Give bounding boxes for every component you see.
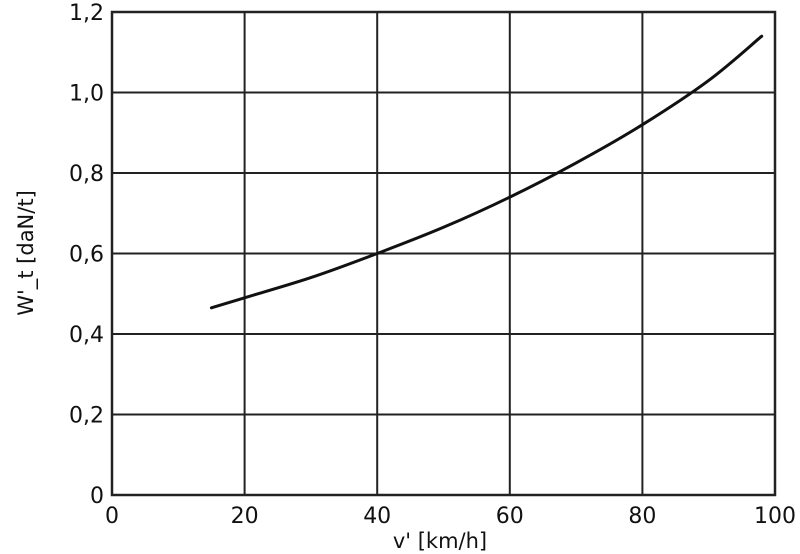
x-tick-label: 0 xyxy=(105,504,119,529)
series-layer xyxy=(209,34,764,310)
y-tick-label: 0,4 xyxy=(69,323,104,348)
x-axis-label: v' [km/h] xyxy=(393,529,487,553)
grid xyxy=(110,10,777,497)
plot-frame xyxy=(110,10,777,497)
series-line xyxy=(209,34,764,310)
y-tick-label: 0 xyxy=(90,484,104,509)
y-tick-label: 0,8 xyxy=(69,162,104,187)
x-tick-label: 60 xyxy=(496,504,524,529)
y-tick-label: 1,2 xyxy=(69,1,104,26)
y-tick-label: 0,6 xyxy=(69,243,104,268)
tick-labels: 0 20 40 60 80 100 0 0,2 0,4 0,6 0,8 1,0 1,2 xyxy=(69,1,796,529)
y-axis-label: W'_t [daN/t] xyxy=(14,190,39,316)
x-tick-label: 20 xyxy=(231,504,259,529)
x-tick-label: 100 xyxy=(754,504,796,529)
x-tick-label: 40 xyxy=(363,504,391,529)
y-tick-label: 1,0 xyxy=(69,82,104,107)
y-tick-label: 0,2 xyxy=(69,404,104,429)
x-tick-label: 80 xyxy=(628,504,656,529)
